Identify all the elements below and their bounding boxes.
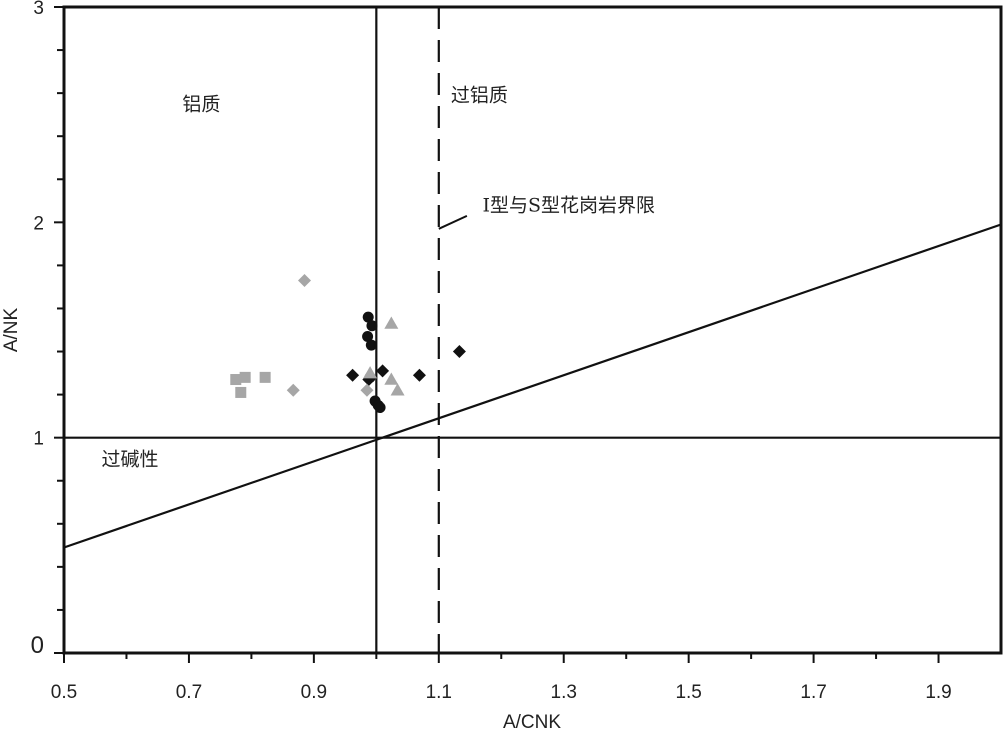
data-point-diamond <box>346 368 360 382</box>
data-point-triangle <box>384 316 399 329</box>
data-point-circle <box>362 311 374 323</box>
y-tick-label: 2 <box>33 213 44 234</box>
data-point-circle <box>366 320 378 332</box>
x-tick-label: 0.5 <box>51 682 77 703</box>
data-point-diamond <box>376 364 390 378</box>
data-point-square <box>239 371 251 383</box>
diagonal-peralkaline-line <box>63 223 1002 549</box>
y-tick-label: 1 <box>33 429 44 450</box>
data-point-square <box>230 374 242 386</box>
data-point-circle <box>362 330 374 342</box>
data-point-circle <box>374 402 386 414</box>
x-tick-label: 0.9 <box>301 682 327 703</box>
data-point-diamond <box>286 383 300 397</box>
region-label-peraluminous: 过铝质 <box>451 85 508 107</box>
plot-area-frame <box>62 5 1003 655</box>
region-label-metaluminous: 铝质 <box>182 93 220 115</box>
x-tick-label: 1.1 <box>426 682 452 703</box>
y-axis-title: A/NK <box>1 308 22 353</box>
y-tick-label: 0 <box>31 632 44 659</box>
x-tick-label: 1.9 <box>925 682 951 703</box>
data-point-diamond <box>452 345 466 359</box>
data-point-square <box>235 386 247 398</box>
x-tick-label: 1.3 <box>551 682 577 703</box>
x-tick-label: 1.5 <box>675 682 701 703</box>
x-axis-ticks: 0.5 0.7 0.9 1.1 1.3 1.5 1.7 1.9 <box>51 653 952 703</box>
data-point-triangle <box>390 383 405 396</box>
data-point-triangle <box>363 366 378 379</box>
boundary-label-i-s-granite: I型与S型花岗岩界限 <box>483 195 656 217</box>
data-point-circle <box>365 339 377 351</box>
y-tick-label: 3 <box>33 0 44 19</box>
y-axis-ticks: 0 1 2 3 <box>31 0 64 659</box>
data-point-triangle <box>384 372 399 385</box>
data-point-diamond <box>297 273 311 287</box>
data-points <box>230 273 466 414</box>
data-point-diamond <box>412 368 426 382</box>
data-point-square <box>259 371 271 383</box>
reference-lines <box>63 7 1002 653</box>
region-label-peralkaline: 过碱性 <box>101 449 158 471</box>
x-tick-label: 0.7 <box>176 682 202 703</box>
boundary-label-pointer <box>438 214 468 230</box>
x-tick-label: 1.7 <box>800 682 826 703</box>
data-point-diamond <box>360 383 374 397</box>
x-axis-title: A/CNK <box>503 712 561 733</box>
